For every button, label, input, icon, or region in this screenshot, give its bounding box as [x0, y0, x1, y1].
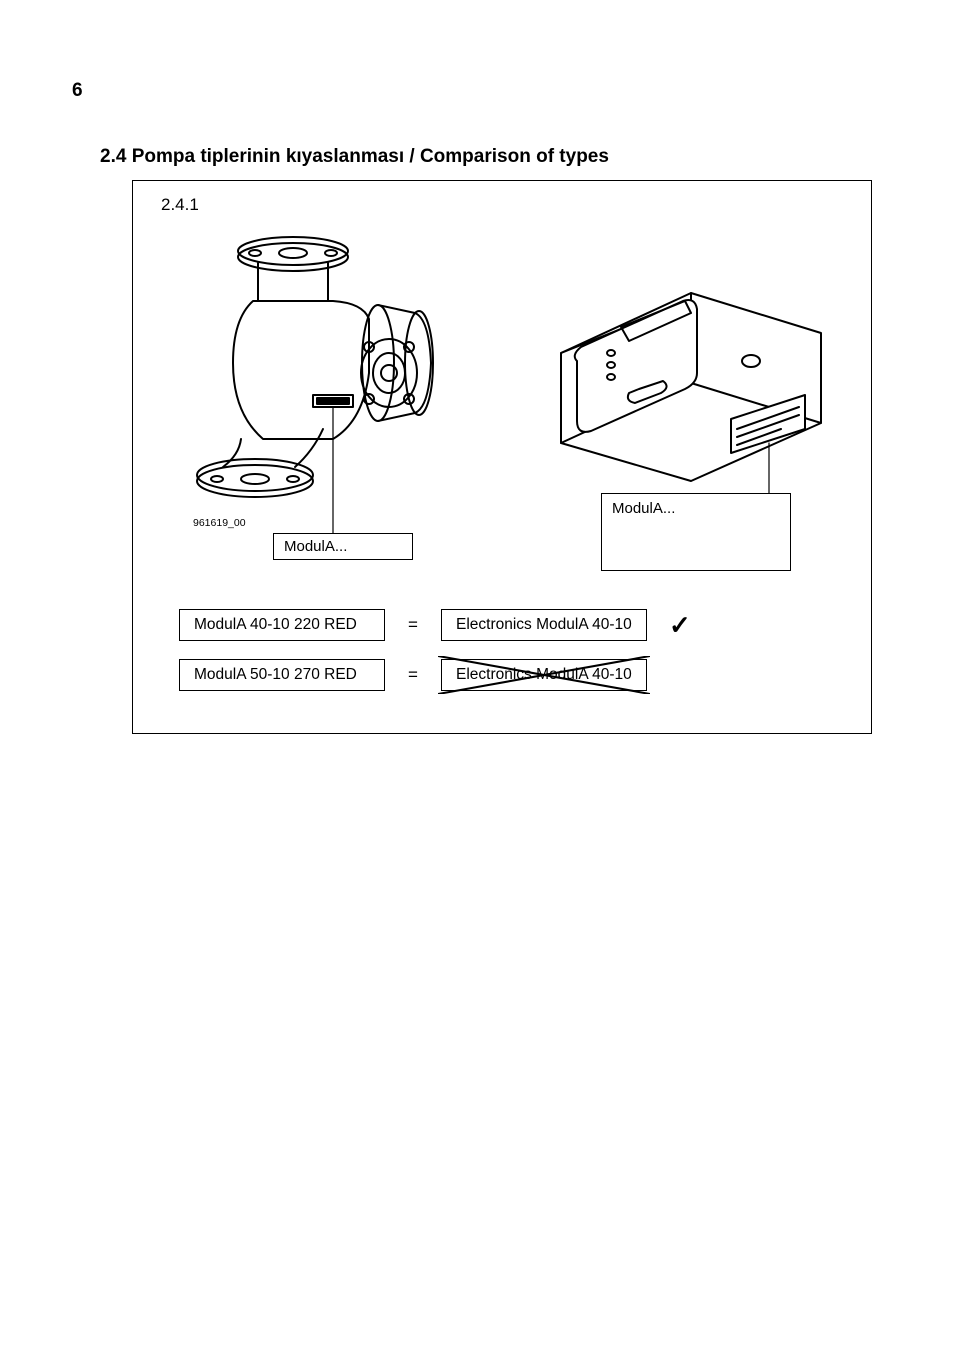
electronics-drawing [521, 243, 841, 503]
page: 6 2.4 Pompa tiplerinin kıyaslanması / Co… [0, 0, 960, 1362]
pump-drawing [163, 223, 463, 543]
figure-box: 2.4.1 [132, 180, 872, 734]
equals-sign: = [407, 665, 419, 685]
row-right-cell-crossed: Electronics ModulA 40-10 [441, 659, 647, 691]
check-icon: ✓ [669, 610, 695, 641]
drawings-area: 961619_00 ModulA... ModulA... [153, 223, 851, 583]
equals-sign: = [407, 615, 419, 635]
electronics-label: ModulA... [612, 500, 675, 517]
comparison-rows: ModulA 40-10 220 RED = Electronics Modul… [153, 609, 851, 691]
pump-label: ModulA... [273, 533, 413, 560]
comparison-row: ModulA 40-10 220 RED = Electronics Modul… [179, 609, 825, 641]
row-right-text: Electronics ModulA 40-10 [456, 666, 632, 683]
comparison-row: ModulA 50-10 270 RED = Electronics Modul… [179, 659, 825, 691]
page-number: 6 [72, 80, 888, 102]
section-heading: 2.4 Pompa tiplerinin kıyaslanması / Comp… [100, 146, 888, 168]
drawing-id: 961619_00 [193, 517, 246, 529]
electronics-label-box: ModulA... [601, 493, 791, 571]
row-right-cell: Electronics ModulA 40-10 [441, 609, 647, 641]
pump-label-box: ModulA... [273, 533, 413, 560]
figure-number: 2.4.1 [161, 195, 851, 215]
row-left-cell: ModulA 40-10 220 RED [179, 609, 385, 641]
row-left-cell: ModulA 50-10 270 RED [179, 659, 385, 691]
